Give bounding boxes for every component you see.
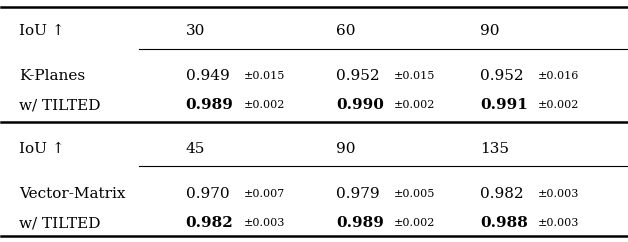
Text: 90: 90 [480,24,499,38]
Text: ±0.002: ±0.002 [394,218,435,228]
Text: 30: 30 [185,24,205,38]
Text: Vector-Matrix: Vector-Matrix [19,187,126,201]
Text: 0.989: 0.989 [336,216,384,230]
Text: 0.982: 0.982 [185,216,233,230]
Text: 0.990: 0.990 [336,98,384,112]
Text: 0.982: 0.982 [480,187,524,201]
Text: w/ TILTED: w/ TILTED [19,98,101,112]
Text: 0.949: 0.949 [185,69,229,83]
Text: 0.989: 0.989 [185,98,234,112]
Text: ±0.003: ±0.003 [538,189,580,199]
Text: ±0.015: ±0.015 [394,71,435,82]
Text: 60: 60 [336,24,355,38]
Text: ±0.016: ±0.016 [538,71,580,82]
Text: 45: 45 [185,142,205,156]
Text: 0.979: 0.979 [336,187,379,201]
Text: ±0.003: ±0.003 [244,218,285,228]
Text: ±0.005: ±0.005 [394,189,435,199]
Text: ±0.003: ±0.003 [538,218,580,228]
Text: ±0.002: ±0.002 [538,100,580,110]
Text: ±0.002: ±0.002 [244,100,285,110]
Text: ±0.015: ±0.015 [244,71,285,82]
Text: ±0.007: ±0.007 [244,189,284,199]
Text: 0.970: 0.970 [185,187,229,201]
Text: 135: 135 [480,142,509,156]
Text: w/ TILTED: w/ TILTED [19,216,101,230]
Text: ±0.002: ±0.002 [394,100,435,110]
Text: K-Planes: K-Planes [19,69,85,83]
Text: 0.988: 0.988 [480,216,528,230]
Text: IoU ↑: IoU ↑ [19,142,65,156]
Text: 0.952: 0.952 [336,69,379,83]
Text: 0.991: 0.991 [480,98,528,112]
Text: 0.952: 0.952 [480,69,524,83]
Text: IoU ↑: IoU ↑ [19,24,65,38]
Text: 90: 90 [336,142,355,156]
